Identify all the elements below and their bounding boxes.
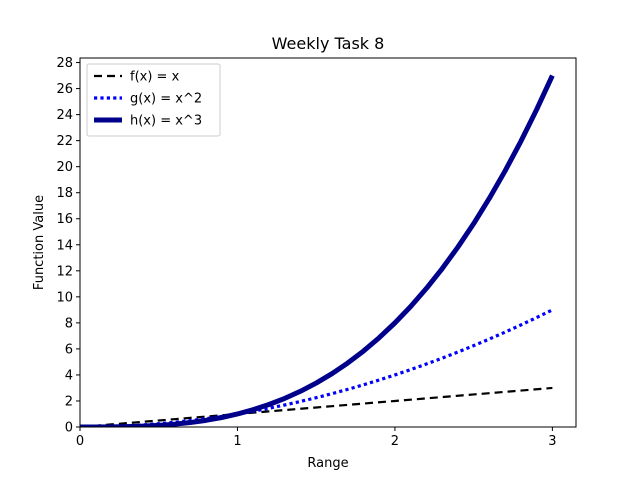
y-tick-label: 0 bbox=[65, 421, 73, 436]
plot-frame bbox=[79, 57, 577, 428]
legend-label-3: h(x) = x^3 bbox=[130, 114, 202, 129]
chart-title: Weekly Task 8 bbox=[272, 34, 385, 53]
y-tick-label: 22 bbox=[56, 134, 73, 149]
y-tick-label: 26 bbox=[56, 82, 73, 97]
x-tick-label: 3 bbox=[548, 434, 556, 449]
y-tick-label: 24 bbox=[56, 108, 73, 123]
y-tick-label: 4 bbox=[65, 368, 73, 383]
y-tick-label: 6 bbox=[65, 342, 73, 357]
y-tick-label: 14 bbox=[56, 238, 73, 253]
series-line-1 bbox=[80, 386, 553, 427]
y-tick-label: 10 bbox=[56, 290, 73, 305]
y-tick-label: 2 bbox=[65, 394, 73, 409]
y-tick-label: 16 bbox=[56, 212, 73, 227]
y-tick-label: 8 bbox=[65, 316, 73, 331]
y-tick-label: 12 bbox=[56, 264, 73, 279]
y-tick-label: 20 bbox=[56, 160, 73, 175]
x-axis-label: Range bbox=[307, 456, 348, 471]
legend-label-1: f(x) = x bbox=[130, 70, 180, 85]
y-tick-label: 28 bbox=[56, 56, 73, 71]
x-tick-label: 0 bbox=[76, 434, 84, 449]
series-layer bbox=[80, 74, 555, 427]
y-tick-label: 18 bbox=[56, 186, 73, 201]
series-line-2 bbox=[80, 308, 554, 427]
legend: f(x) = x g(x) = x^2 h(x) = x^3 bbox=[86, 63, 221, 137]
x-tick-label: 2 bbox=[391, 434, 399, 449]
y-axis-label: Function Value bbox=[32, 195, 47, 290]
x-tick-label: 1 bbox=[233, 434, 241, 449]
series-line-3 bbox=[80, 74, 555, 427]
legend-label-2: g(x) = x^2 bbox=[130, 92, 202, 107]
